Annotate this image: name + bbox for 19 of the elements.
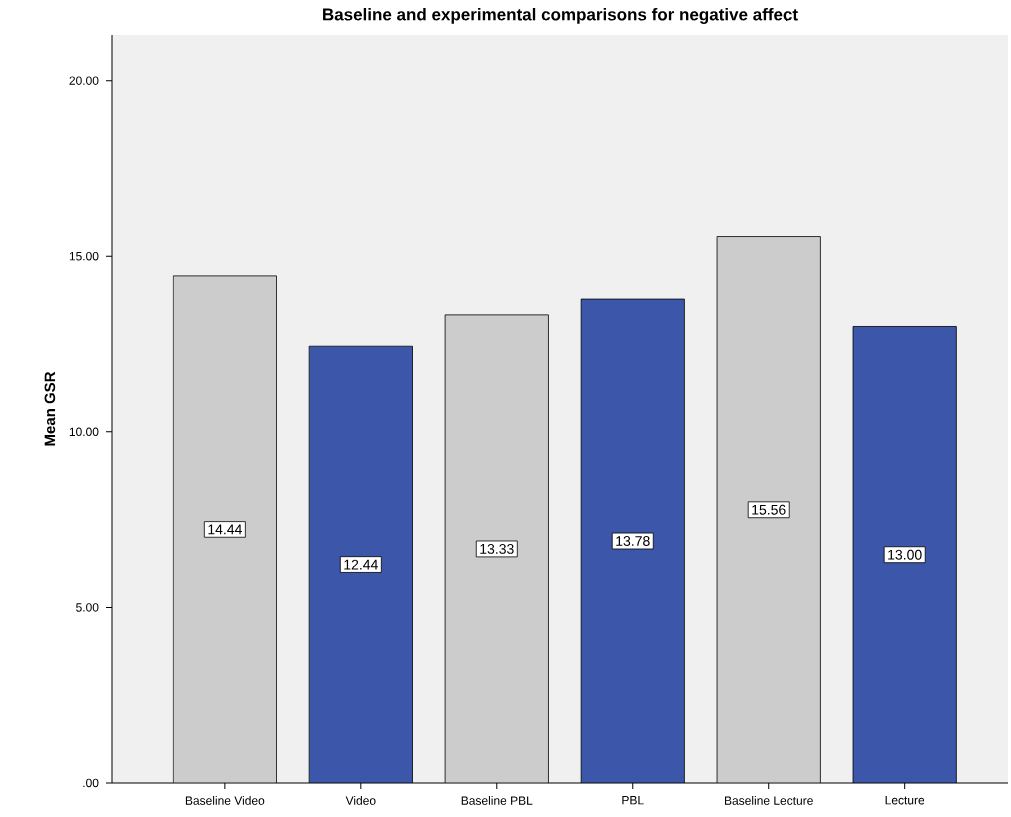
x-tick-label: Video xyxy=(345,796,376,805)
y-tick-label: 15.00 xyxy=(69,251,99,261)
x-tick-label: Baseline Lecture xyxy=(724,796,813,805)
y-tick-label: .00 xyxy=(83,778,99,788)
data-label: 13.78 xyxy=(616,536,650,546)
y-tick-label: 20.00 xyxy=(69,76,99,85)
chart-title: Baseline and experimental comparisons for negative affect xyxy=(323,7,798,24)
y-tick-label: 10.00 xyxy=(69,427,99,437)
data-label: 13.33 xyxy=(480,543,514,554)
data-label: 14.44 xyxy=(208,524,242,535)
y-tick-label: 5.00 xyxy=(76,603,99,612)
x-tick-label: Baseline PBL xyxy=(461,796,533,805)
data-label: 12.44 xyxy=(344,559,378,570)
x-tick-label: PBL xyxy=(622,796,644,805)
data-label: 15.56 xyxy=(752,504,786,515)
x-tick-label: Baseline Video xyxy=(185,796,265,805)
data-label: 13.00 xyxy=(888,549,922,560)
y-axis-title: Mean GSR xyxy=(44,371,56,446)
x-tick-label: Lecture xyxy=(885,796,925,805)
